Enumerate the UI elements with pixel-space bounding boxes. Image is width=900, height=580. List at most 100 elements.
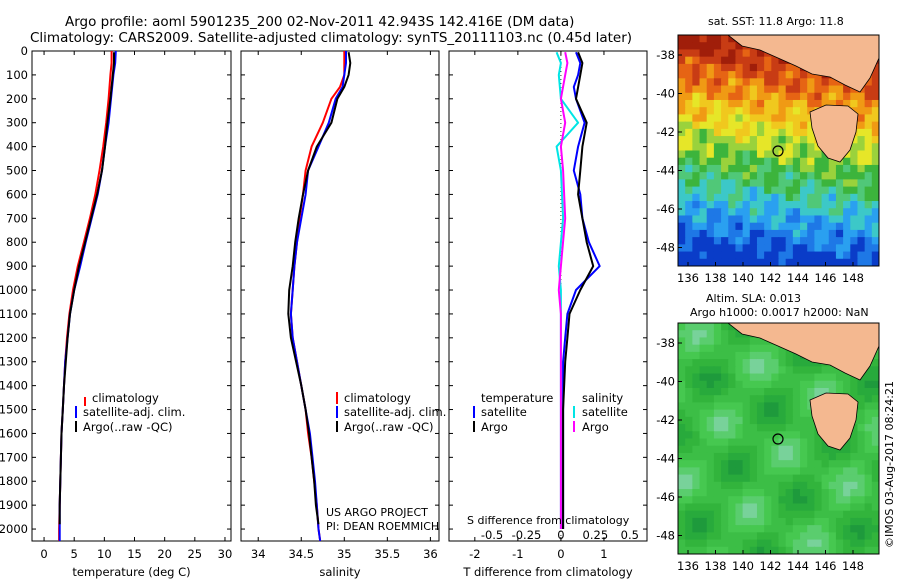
map-cell [692, 208, 701, 217]
depth-tick-label: 200 [6, 92, 28, 106]
map-cell [850, 467, 859, 476]
map-cell [728, 431, 737, 440]
map-cell [814, 510, 823, 519]
map-cell [742, 56, 751, 65]
map-cell [692, 474, 701, 483]
plot-frame [31, 50, 232, 542]
map-cell [728, 452, 737, 461]
map-cell [871, 172, 879, 180]
map-cell [742, 373, 751, 382]
map-cell [685, 525, 693, 533]
map-cell [678, 215, 686, 224]
map-cell [721, 510, 729, 519]
map-cell [864, 373, 873, 382]
map-cell [785, 517, 794, 526]
legend-label: satellite-adj. clim. [344, 405, 446, 419]
map-cell [778, 532, 787, 541]
map-cell [792, 387, 801, 396]
map-cell [749, 337, 758, 346]
argo-position-marker [772, 145, 784, 157]
map-cell [699, 157, 708, 166]
map-cell [699, 49, 708, 58]
map-cell [728, 186, 737, 195]
map-cell [864, 546, 873, 554]
map-cell [699, 431, 708, 440]
map-cell [699, 164, 708, 173]
map-cell [807, 85, 815, 94]
map-cell [778, 229, 787, 238]
map-cell [678, 172, 686, 180]
map-cell [850, 208, 859, 217]
map-cell [692, 380, 701, 389]
map-cell [699, 532, 708, 541]
map-cell [756, 402, 765, 411]
map-cell [800, 467, 808, 476]
map-cell [792, 416, 801, 425]
map-cell [814, 179, 823, 188]
map-cell [728, 42, 737, 51]
map-cell [756, 186, 765, 195]
map-cell [685, 489, 693, 497]
map-cell [792, 78, 801, 87]
map-cell [857, 474, 866, 483]
map-cell [807, 258, 815, 266]
map-cell [843, 445, 851, 454]
map-cell [728, 481, 737, 490]
map-cell [699, 35, 708, 43]
map-cell [871, 201, 879, 209]
map-cell [685, 359, 693, 367]
map-cell [778, 460, 787, 468]
map-cell [778, 424, 787, 432]
map-cell [749, 546, 758, 554]
map-cell [706, 452, 715, 461]
map-cell [699, 193, 708, 202]
map-cell [685, 107, 693, 116]
map-cell [871, 424, 879, 432]
map-cell [721, 143, 729, 152]
map-cell [771, 424, 780, 432]
map-cell [735, 136, 744, 144]
map-cell [771, 373, 780, 382]
map-cell [706, 150, 715, 159]
map-cell [706, 402, 715, 411]
map-cell [821, 460, 830, 468]
map-cell [864, 193, 873, 202]
map-cell [843, 517, 851, 526]
map-cell [850, 193, 859, 202]
map-cell [828, 85, 837, 94]
map-cell [800, 546, 808, 554]
map-cell [800, 258, 808, 266]
map-cell [785, 107, 794, 116]
map-cell [756, 467, 765, 476]
figure-title-line2: Climatology: CARS2009. Satellite-adjuste… [30, 30, 632, 46]
map-cell [742, 416, 751, 425]
map-cell [828, 164, 837, 173]
map-cell [807, 532, 815, 541]
map-cell [814, 387, 823, 396]
map-cell [857, 99, 866, 108]
map-cell [735, 71, 744, 79]
map-cell [821, 244, 830, 253]
map-cell [778, 186, 787, 195]
map-cell [713, 387, 722, 396]
map-cell [871, 121, 879, 130]
map-cell [678, 359, 686, 367]
map-cell [785, 157, 794, 166]
map-cell [828, 172, 837, 180]
map-cell [800, 496, 808, 505]
map-cell [864, 402, 873, 411]
map-cell [814, 172, 823, 180]
x-tick-label: 5 [71, 547, 78, 561]
map-cell [713, 136, 722, 144]
difference-legend: temperature satellite Argo salinity sate… [467, 391, 630, 527]
map-cell [706, 244, 715, 253]
map-cell [850, 186, 859, 195]
map-cell [713, 35, 722, 43]
map-cell [857, 150, 866, 159]
map-cell [785, 92, 794, 101]
map-cell [735, 517, 744, 526]
map-cell [800, 201, 808, 209]
map-cell [857, 510, 866, 519]
map-cell [728, 546, 737, 554]
map-cell [814, 99, 823, 108]
